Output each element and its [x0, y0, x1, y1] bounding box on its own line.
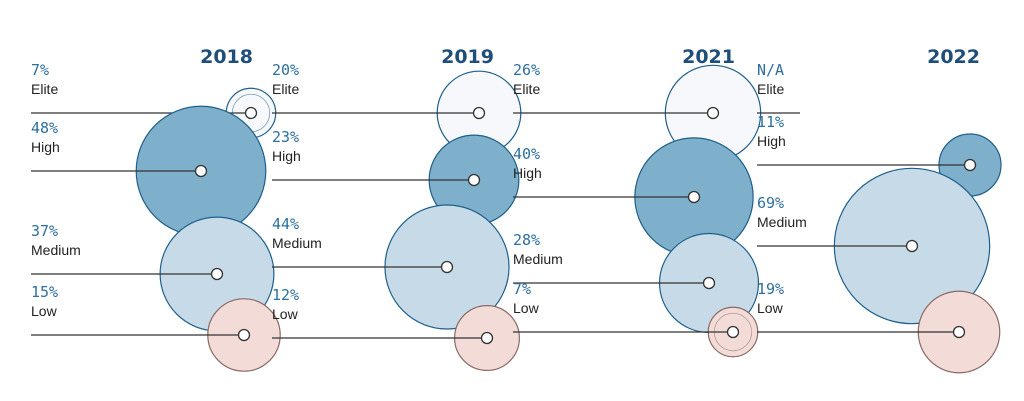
cluster-label-medium-2021: Medium: [513, 251, 563, 267]
cluster-label-low-2019: Low: [272, 306, 299, 322]
cluster-label-medium-2019: Medium: [272, 235, 322, 251]
bubble-center-dot-elite-2021: [706, 106, 720, 120]
bubble-center-dot-high-2022: [963, 158, 977, 172]
pct-label-medium-2019: 44%: [272, 215, 299, 233]
pct-label-medium-2018: 37%: [31, 222, 58, 240]
pct-label-low-2021: 7%: [513, 280, 531, 298]
pct-label-medium-2021: 28%: [513, 231, 540, 249]
year-label-2018: 2018: [200, 46, 253, 68]
cluster-label-low-2022: Low: [757, 300, 784, 316]
bubble-center-dot-low-2019: [480, 331, 494, 345]
bubble-center-dot-medium-2021: [702, 276, 716, 290]
cluster-label-high-2018: High: [31, 139, 60, 155]
cluster-label-high-2021: High: [513, 165, 542, 181]
year-label-2022: 2022: [927, 46, 980, 68]
pct-label-low-2018: 15%: [31, 283, 58, 301]
pct-label-high-2021: 40%: [513, 145, 540, 163]
year-label-2019: 2019: [441, 46, 494, 68]
bubble-center-dot-elite-2019: [472, 106, 486, 120]
bubble-center-dot-high-2019: [467, 173, 481, 187]
bubble-center-dot-medium-2019: [440, 260, 454, 274]
pct-label-high-2018: 48%: [31, 119, 58, 137]
pct-label-low-2022: 19%: [757, 280, 784, 298]
cluster-label-high-2022: High: [757, 133, 786, 149]
cluster-label-low-2021: Low: [513, 300, 540, 316]
cluster-label-elite-2019: Elite: [272, 81, 299, 97]
pct-label-high-2022: 11%: [757, 113, 784, 131]
bubble-center-dot-elite-2018: [244, 106, 258, 120]
cluster-label-elite-2022: Elite: [757, 81, 784, 97]
bubble-center-dot-high-2018: [194, 164, 208, 178]
bubble-center-dot-low-2021: [726, 325, 740, 339]
pct-label-elite-2022: N/A: [757, 61, 784, 79]
cluster-label-low-2018: Low: [31, 303, 58, 319]
cluster-label-elite-2018: Elite: [31, 81, 58, 97]
year-label-2021: 2021: [682, 46, 735, 68]
cluster-label-medium-2018: Medium: [31, 242, 81, 258]
pct-label-low-2019: 12%: [272, 286, 299, 304]
pct-label-elite-2019: 20%: [272, 61, 299, 79]
bubble-center-dot-medium-2022: [905, 239, 919, 253]
bubble-center-dot-low-2022: [952, 325, 966, 339]
pct-label-elite-2021: 26%: [513, 61, 540, 79]
cluster-label-elite-2021: Elite: [513, 81, 540, 97]
bubble-center-dot-medium-2018: [210, 267, 224, 281]
cluster-label-high-2019: High: [272, 148, 301, 164]
bubble-center-dot-high-2021: [687, 190, 701, 204]
pct-label-high-2019: 23%: [272, 128, 299, 146]
bubble-center-dot-low-2018: [237, 328, 251, 342]
pct-label-elite-2018: 7%: [31, 61, 49, 79]
cluster-label-medium-2022: Medium: [757, 214, 807, 230]
pct-label-medium-2022: 69%: [757, 194, 784, 212]
